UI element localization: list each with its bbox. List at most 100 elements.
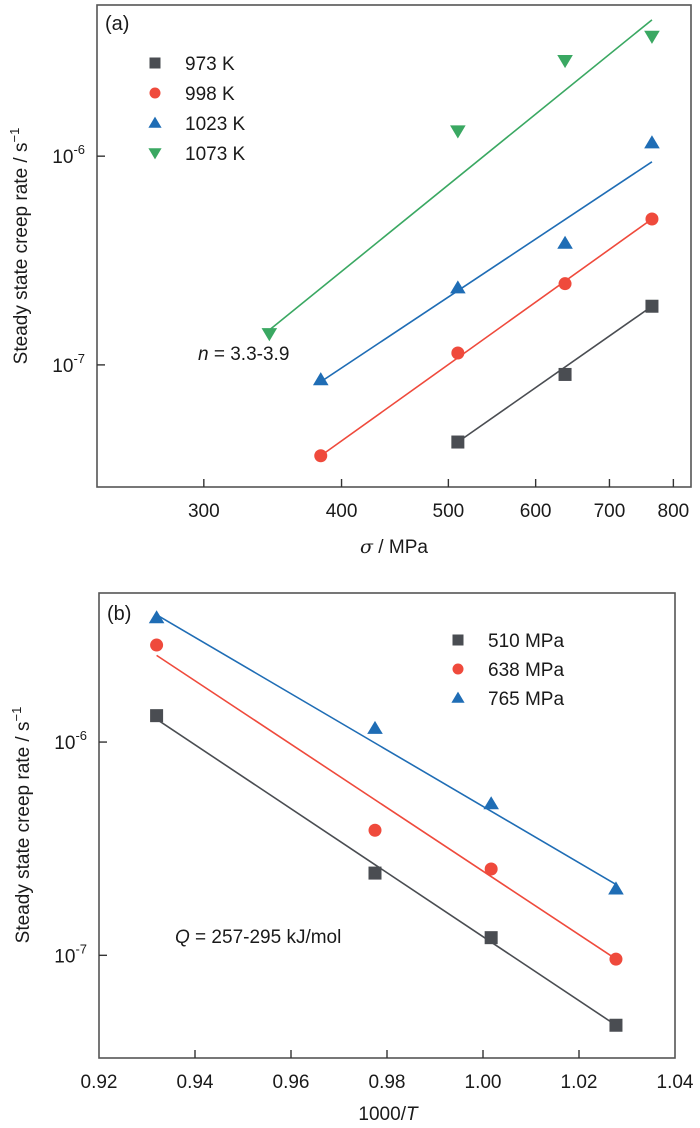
legend-label: 998 K	[185, 84, 235, 105]
data-point-1073-k	[261, 328, 278, 342]
data-point-1023-k	[450, 280, 466, 294]
data-point-1023-k	[644, 135, 660, 149]
data-point-973-k	[558, 367, 572, 381]
legend-marker-triangle-down	[148, 148, 162, 160]
data-point-638-mpa	[609, 952, 623, 966]
data-point-998-k	[645, 212, 659, 226]
x-tick-label: 800	[658, 501, 690, 522]
x-tick-label: 400	[326, 501, 358, 522]
panel-b-data-points	[148, 610, 624, 1032]
panel-b-annotation-symbol: Q	[175, 927, 190, 948]
x-tick-label: 600	[520, 501, 552, 522]
legend-item: 765 MPa	[451, 689, 564, 710]
panel-b-fit-lines	[156, 614, 617, 1026]
legend-marker-circle	[149, 87, 161, 99]
panel-a-annotation-text: = 3.3-3.9	[209, 344, 290, 365]
x-tick-label: 0.92	[81, 1072, 118, 1093]
panel-a-x-axis-symbol: σ	[360, 536, 374, 558]
panel-a: (a) 300 400 500 600 700 800 10-610-7 σ / MPa …	[7, 4, 692, 558]
panel-b: (b) 0.92 0.94 0.96 0.98 1.00 1.02 1.04 10-610-…	[9, 592, 694, 1125]
legend-item: 510 MPa	[452, 631, 564, 652]
legend-item: 973 K	[149, 54, 235, 75]
panel-b-label: (b)	[107, 603, 131, 625]
x-tick-label: 700	[594, 501, 626, 522]
panel-b-x-ticks: 0.92 0.94 0.96 0.98 1.00 1.02 1.04	[81, 1050, 694, 1093]
x-tick-label: 1.02	[561, 1072, 598, 1093]
fit-line-1023-k	[320, 161, 653, 383]
panel-a-x-ticks: 300 400 500 600 700 800	[188, 479, 689, 522]
panel-b-annotation-text: = 257-295 kJ/mol	[190, 927, 342, 948]
data-point-1073-k	[450, 125, 466, 139]
data-point-638-mpa	[150, 638, 164, 652]
fit-line-765-mpa	[156, 614, 617, 886]
panel-b-y-axis-sup: −1	[9, 707, 24, 722]
data-point-638-mpa	[368, 823, 382, 837]
legend-marker-circle	[452, 663, 464, 675]
panel-b-y-axis-text: Steady state creep rate / s	[13, 722, 34, 944]
legend-label: 638 MPa	[488, 660, 564, 681]
legend-label: 1073 K	[185, 144, 246, 165]
legend-label: 510 MPa	[488, 631, 564, 652]
x-tick-label: 0.94	[177, 1072, 214, 1093]
data-point-1023-k	[557, 235, 573, 249]
panel-b-x-axis-text: 1000/	[358, 1104, 406, 1125]
data-point-998-k	[314, 449, 328, 463]
legend-label: 1023 K	[185, 114, 246, 135]
panel-b-legend: 510 MPa 638 MPa 765 MPa	[451, 631, 564, 710]
data-point-973-k	[645, 299, 659, 313]
panel-a-x-axis-unit: / MPa	[373, 537, 428, 558]
fit-line-510-mpa	[156, 718, 617, 1026]
panel-a-axes-frame	[96, 4, 692, 488]
y-tick-label: 10-6	[54, 728, 87, 754]
data-point-765-mpa	[367, 720, 383, 734]
data-point-510-mpa	[368, 866, 382, 880]
panel-a-legend: 973 K 998 K 1023 K 1073 K	[148, 54, 246, 165]
panel-a-annotation-symbol: n	[198, 344, 209, 365]
panel-a-y-axis-text: Steady state creep rate / s	[11, 143, 32, 365]
legend-item: 1023 K	[148, 114, 246, 135]
x-tick-label: 300	[188, 501, 220, 522]
panel-b-x-axis-symbol: T	[406, 1104, 419, 1125]
panel-a-data-points	[261, 30, 660, 463]
panel-a-y-ticks: 10-6 10-7	[52, 142, 105, 377]
panel-a-fit-lines	[268, 19, 653, 457]
panel-a-annotation: n = 3.3-3.9	[198, 344, 289, 365]
panel-a-label: (a)	[105, 13, 129, 35]
data-point-1073-k	[644, 30, 660, 44]
panel-b-annotation: Q = 257-295 kJ/mol	[175, 927, 341, 948]
legend-item: 1073 K	[148, 144, 246, 165]
panel-a-y-axis-title: Steady state creep rate / s−1	[7, 128, 32, 365]
fit-line-1073-k	[268, 19, 653, 331]
panel-b-y-ticks: 10-6 10-7	[54, 728, 107, 967]
data-point-638-mpa	[484, 862, 498, 876]
fit-line-973-k	[457, 305, 653, 443]
legend-marker-triangle-up	[451, 691, 465, 703]
data-point-1073-k	[557, 54, 573, 69]
legend-marker-square	[149, 57, 161, 69]
legend-marker-square	[452, 634, 464, 646]
legend-label: 765 MPa	[488, 689, 564, 710]
legend-marker-triangle-up	[148, 116, 162, 128]
legend-item: 998 K	[149, 84, 235, 105]
data-point-973-k	[451, 435, 465, 449]
fit-line-638-mpa	[156, 654, 617, 960]
x-tick-label: 1.04	[657, 1072, 694, 1093]
data-point-765-mpa	[608, 881, 624, 895]
data-point-510-mpa	[484, 931, 498, 945]
y-tick-label: 10-6	[52, 142, 85, 168]
panel-a-y-axis-sup: −1	[7, 128, 22, 143]
data-point-510-mpa	[609, 1018, 623, 1032]
legend-item: 638 MPa	[452, 660, 564, 681]
data-point-765-mpa	[483, 796, 499, 810]
data-point-765-mpa	[148, 610, 165, 624]
x-tick-label: 0.98	[369, 1072, 406, 1093]
data-point-510-mpa	[150, 709, 164, 723]
panel-b-axes-frame	[98, 592, 676, 1059]
x-tick-label: 0.96	[273, 1072, 310, 1093]
data-point-1023-k	[312, 372, 329, 386]
panel-b-y-axis-title: Steady state creep rate / s−1	[9, 707, 34, 944]
panel-b-x-axis-title: 1000/T	[358, 1104, 419, 1125]
fit-line-998-k	[320, 218, 653, 457]
y-tick-label: 10-7	[54, 941, 87, 967]
